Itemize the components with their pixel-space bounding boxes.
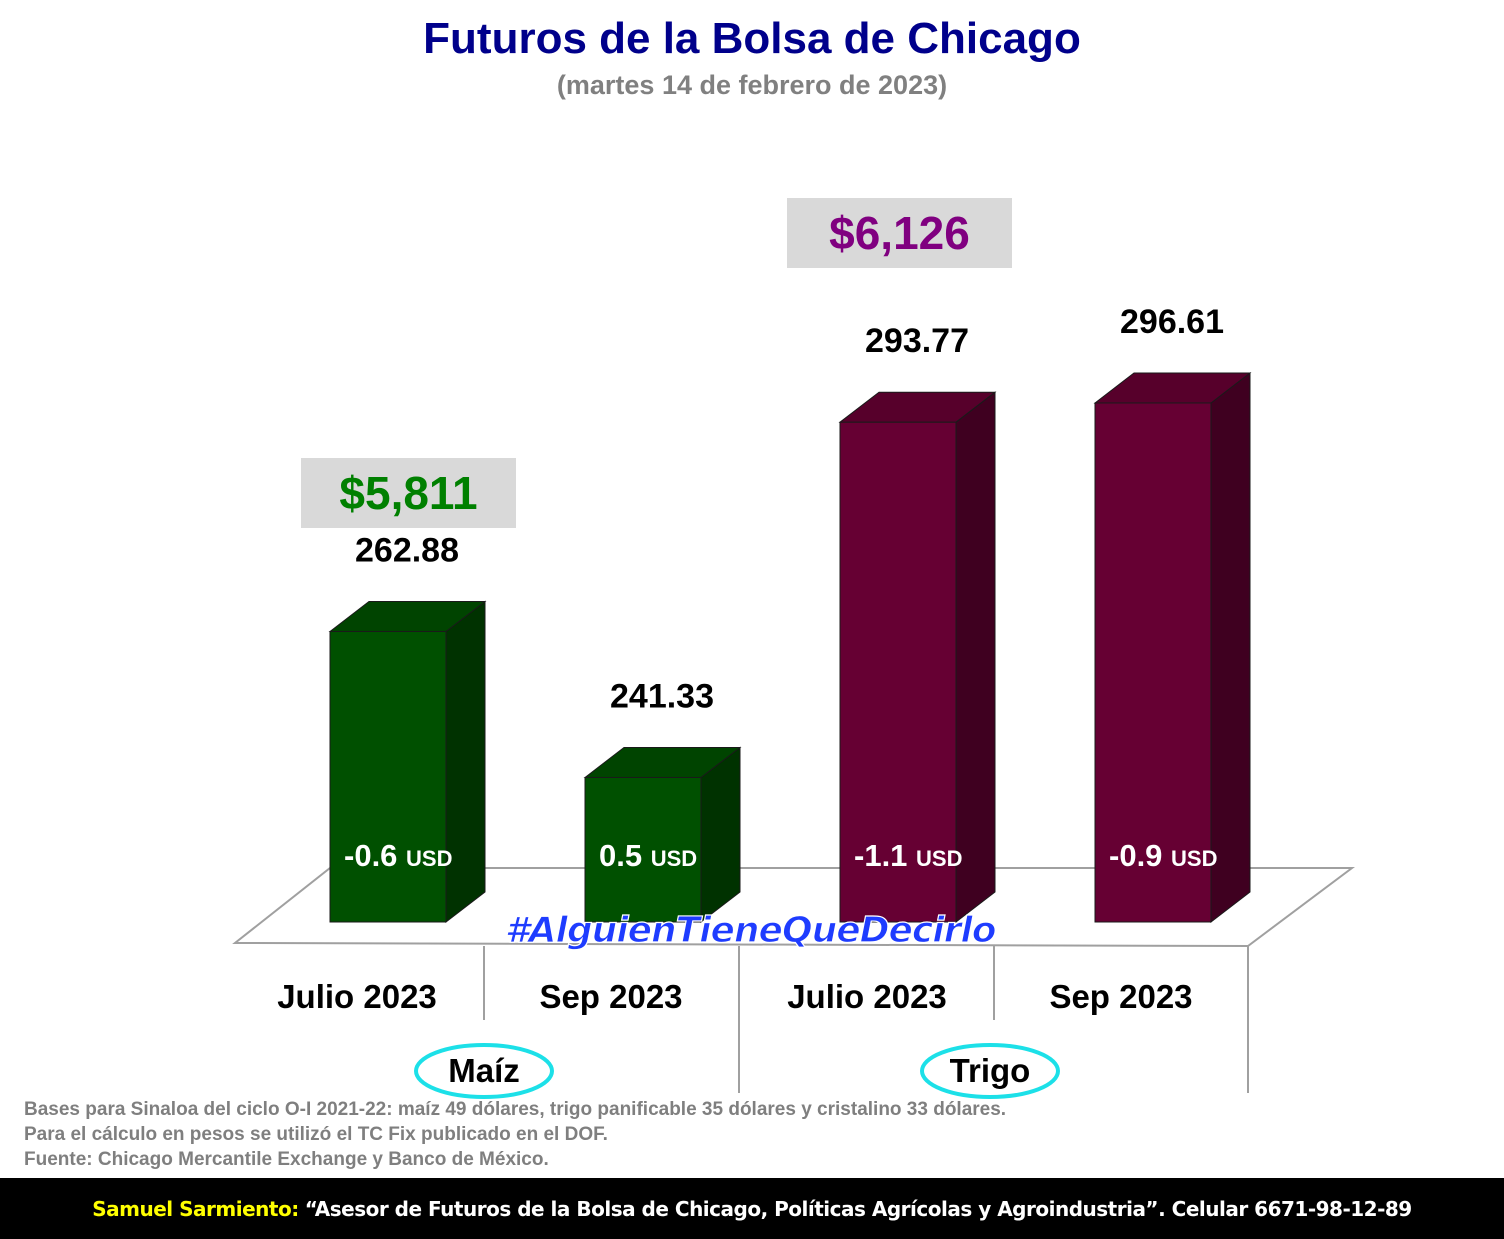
bar-chart: 262.88 -0.6 USD 241.33 0.5 USD 293.77 -1.1 US… — [232, 198, 1355, 1099]
group-ellipse-0 — [414, 1043, 554, 1099]
peso-price-box-0 — [301, 458, 516, 528]
bar-side-0 — [445, 600, 486, 924]
value-label-2: 293.77 — [865, 322, 969, 360]
chart-subtitle: (martes 14 de febrero de 2023) — [556, 70, 948, 100]
value-label-0: 262.88 — [355, 531, 459, 569]
note-bases: Bases para Sinaloa del ciclo O-I 2021-22… — [24, 1099, 1007, 1120]
peso-price-box-1 — [787, 198, 1012, 268]
category-label-0: Julio 2023 — [277, 978, 437, 1015]
category-label-1: Sep 2023 — [539, 978, 682, 1015]
hashtag-watermark: #AlguienTieneQueDecirlo — [505, 910, 996, 951]
bar-3 — [1094, 402, 1212, 923]
group-ellipse-1 — [920, 1043, 1060, 1099]
bar-side-2 — [955, 391, 996, 924]
bar-2 — [839, 421, 957, 923]
bar-side-1 — [700, 746, 741, 924]
value-label-1: 241.33 — [610, 677, 714, 715]
peso-price-0: $5,811 — [339, 467, 477, 519]
footer-text: “Asesor de Futuros de la Bolsa de Chicag… — [304, 1196, 1413, 1221]
bar-1 — [584, 776, 702, 923]
bar-side-3 — [1210, 371, 1251, 924]
change-label-3: -0.9 USD — [1109, 838, 1217, 873]
value-label-3: 296.61 — [1120, 303, 1224, 341]
note-exchange-rate: Para el cálculo en pesos se utilizó el T… — [24, 1124, 608, 1145]
notes: Bases para Sinaloa del ciclo O-I 2021-22… — [24, 1097, 1006, 1172]
chart-floor — [232, 867, 1355, 948]
note-source: Fuente: Chicago Mercantile Exchange y Ba… — [24, 1149, 549, 1170]
change-label-1: 0.5 USD — [599, 838, 697, 873]
category-label-3: Sep 2023 — [1049, 978, 1192, 1015]
footer-name: Samuel Sarmiento: — [92, 1196, 299, 1221]
chart-title: Futuros de la Bolsa de Chicago — [423, 14, 1081, 63]
change-label-2: -1.1 USD — [854, 838, 962, 873]
footer-bar: Samuel Sarmiento: “Asesor de Futuros de … — [0, 1178, 1504, 1239]
bar-0 — [329, 630, 447, 923]
group-label-0: Maíz — [448, 1052, 520, 1089]
category-label-2: Julio 2023 — [787, 978, 947, 1015]
change-label-0: -0.6 USD — [344, 838, 452, 873]
group-label-1: Trigo — [950, 1052, 1031, 1089]
peso-price-1: $6,126 — [829, 207, 970, 259]
